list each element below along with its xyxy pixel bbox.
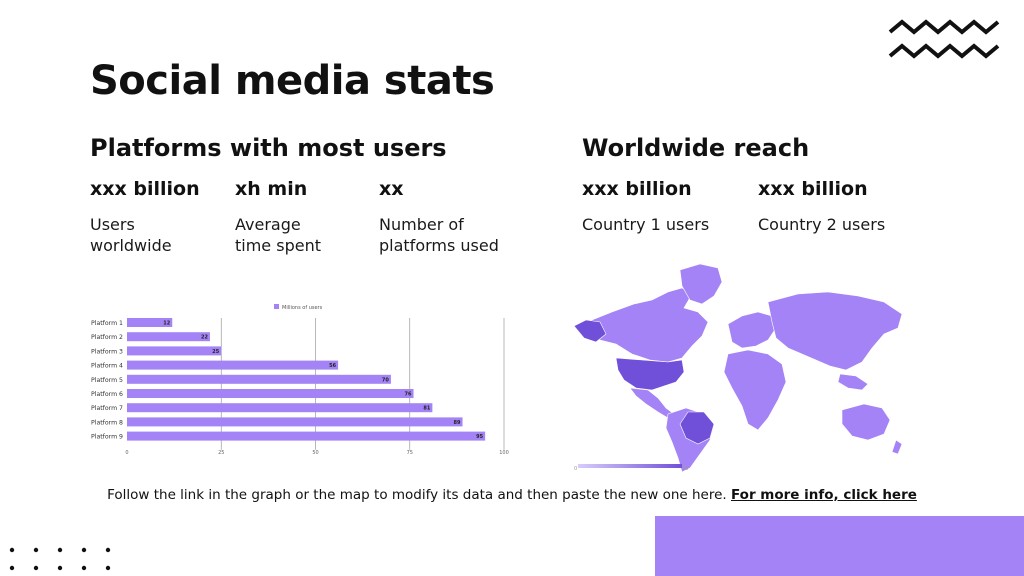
bar[interactable]	[127, 346, 222, 356]
platforms-heading: Platforms with most users	[90, 134, 447, 162]
map-region-usa	[615, 357, 685, 391]
stat-country1-label: Country 1 users	[582, 215, 710, 234]
bar-value-label: 56	[329, 363, 336, 369]
stat-country2-label: Country 2 users	[758, 215, 886, 234]
footer-text: Follow the link in the graph or the map …	[107, 487, 727, 503]
category-label: Platform 4	[91, 363, 123, 370]
footer-note: Follow the link in the graph or the map …	[0, 487, 1024, 503]
bar-value-label: 95	[476, 434, 483, 440]
map-region-southeast-asia	[837, 373, 869, 391]
more-info-link[interactable]: For more info, click here	[731, 487, 917, 503]
x-tick-label: 0	[125, 450, 128, 456]
bar[interactable]	[127, 332, 210, 342]
category-label: Platform 6	[91, 391, 123, 398]
map-region-greenland	[679, 263, 723, 305]
bar-value-label: 81	[423, 406, 430, 412]
map-region-europe	[727, 311, 777, 349]
bar[interactable]	[127, 431, 486, 441]
bar[interactable]	[127, 374, 391, 384]
bar[interactable]	[127, 360, 339, 370]
bar-value-label: 70	[382, 377, 389, 383]
bar-value-label: 89	[454, 420, 461, 426]
reach-heading: Worldwide reach	[582, 134, 810, 162]
x-tick-label: 100	[499, 450, 509, 456]
bar[interactable]	[127, 318, 173, 327]
stat-time-value: xh min	[235, 178, 308, 200]
bar-value-label: 12	[163, 321, 170, 327]
stat-time-label: Average time spent	[235, 215, 321, 255]
x-tick-label: 75	[407, 450, 413, 456]
stat-users-value: xxx billion	[90, 178, 200, 200]
map-region-australia	[841, 403, 891, 441]
map-region-alaska	[573, 319, 607, 343]
category-label: Platform 7	[91, 405, 123, 412]
stat-platforms-label: Number of platforms used	[379, 215, 499, 255]
bar-value-label: 22	[201, 335, 208, 341]
dot-grid-icon	[9, 547, 111, 571]
bar[interactable]	[127, 417, 463, 427]
stat-country2-value: xxx billion	[758, 178, 868, 200]
legend-label: Millions of users	[282, 305, 323, 311]
map-region-africa	[723, 349, 787, 431]
map-region-central-america	[629, 387, 675, 419]
bar[interactable]	[127, 403, 433, 413]
world-map[interactable]: 0 10	[572, 262, 912, 474]
stat-platforms-value: xx	[379, 178, 404, 200]
category-label: Platform 8	[91, 419, 123, 426]
map-legend-min: 0	[574, 466, 577, 472]
x-tick-label: 25	[218, 450, 224, 456]
bar[interactable]	[127, 389, 414, 398]
category-label: Platform 1	[91, 320, 123, 327]
stat-users-label: Users worldwide	[90, 215, 172, 255]
map-legend-bar	[578, 464, 682, 468]
x-tick-label: 50	[312, 450, 318, 456]
zigzag-lines-icon	[888, 19, 1000, 59]
map-region-new-zealand	[891, 439, 903, 455]
bar-value-label: 76	[405, 392, 412, 398]
stat-country1-value: xxx billion	[582, 178, 692, 200]
legend-swatch	[274, 304, 279, 309]
map-region-north-america	[573, 287, 709, 363]
bar-value-label: 25	[212, 349, 219, 355]
category-label: Platform 5	[91, 377, 123, 384]
platforms-bar-chart[interactable]: Millions of users 0 25 50 75 100 Platform 1 12 P…	[82, 300, 522, 462]
slide-title: Social media stats	[90, 58, 495, 104]
category-label: Platform 2	[91, 334, 123, 341]
category-label: Platform 9	[91, 434, 123, 441]
category-label: Platform 3	[91, 348, 123, 355]
map-legend-max: 10	[682, 466, 688, 472]
map-region-asia	[767, 291, 903, 371]
map-region-brazil	[679, 411, 715, 445]
accent-rectangle	[655, 516, 1024, 576]
